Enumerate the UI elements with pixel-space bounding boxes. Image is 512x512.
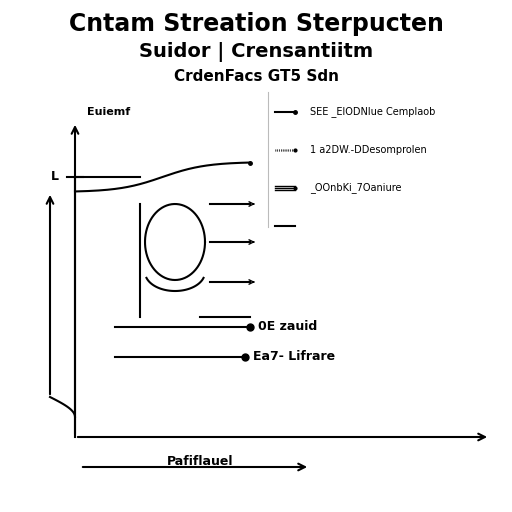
Text: Ea7- Lifrare: Ea7- Lifrare xyxy=(253,351,335,364)
Text: CrdenFacs GT5 Sdn: CrdenFacs GT5 Sdn xyxy=(174,69,338,84)
Text: Cntam Streation Sterpucten: Cntam Streation Sterpucten xyxy=(69,12,443,36)
Text: 0E zauid: 0E zauid xyxy=(258,321,317,333)
Text: _OOnbKi_7Oaniure: _OOnbKi_7Oaniure xyxy=(310,183,401,194)
Text: Euiemf: Euiemf xyxy=(87,107,130,117)
Text: Pafiflauel: Pafiflauel xyxy=(167,455,233,468)
Text: L: L xyxy=(51,170,59,183)
Text: SEE _ElODNlue Cemplaob: SEE _ElODNlue Cemplaob xyxy=(310,106,435,117)
Text: 1 a2DW.-DDesomprolen: 1 a2DW.-DDesomprolen xyxy=(310,145,426,155)
Text: Suidor | Crensantiitm: Suidor | Crensantiitm xyxy=(139,42,373,62)
